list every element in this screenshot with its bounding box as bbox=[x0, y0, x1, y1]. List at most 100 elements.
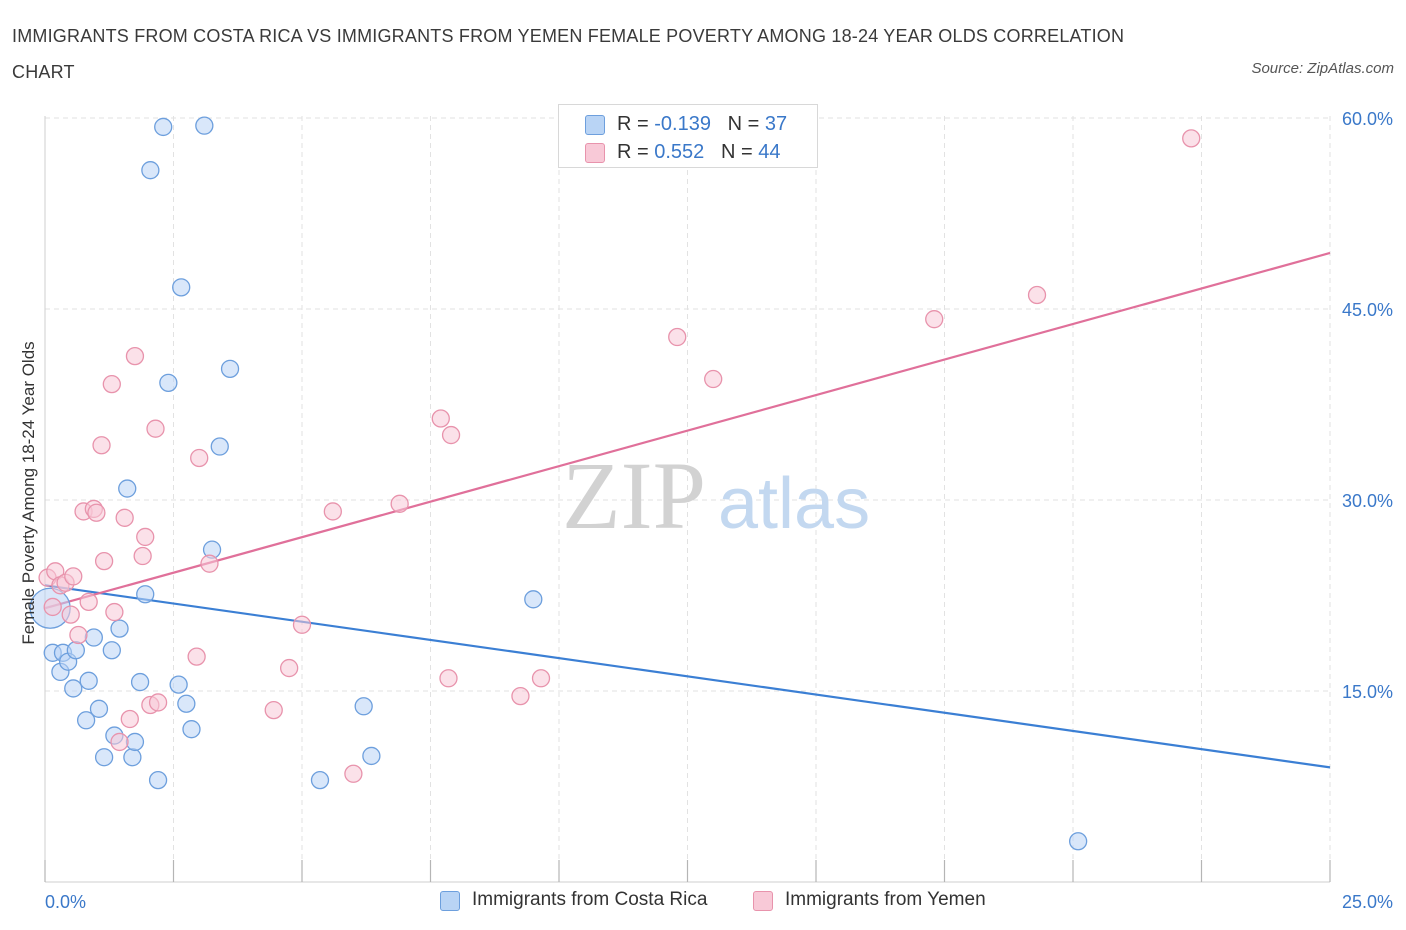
point-yemen bbox=[94, 551, 114, 571]
point-costa-rica bbox=[148, 770, 168, 790]
point-yemen bbox=[64, 567, 83, 586]
point-costa-rica bbox=[136, 585, 155, 604]
legend-r-value: -0.139 bbox=[654, 113, 711, 135]
trend-line-yemen bbox=[44, 251, 1331, 610]
legend-swatch-pink bbox=[753, 891, 773, 911]
point-costa-rica bbox=[182, 720, 201, 739]
y-tick-label: 45.0% bbox=[1342, 300, 1393, 320]
point-costa-rica bbox=[130, 672, 150, 692]
x-tick-label: 0.0% bbox=[45, 892, 86, 912]
series-legend: Immigrants from Costa Rica Immigrants fr… bbox=[0, 888, 1406, 916]
point-yemen bbox=[79, 592, 98, 612]
point-yemen bbox=[431, 409, 450, 428]
watermark-atlas: atlas bbox=[718, 464, 870, 544]
point-yemen bbox=[704, 369, 723, 389]
point-yemen bbox=[1182, 129, 1201, 148]
point-costa-rica bbox=[524, 590, 543, 609]
point-yemen bbox=[390, 494, 409, 513]
point-costa-rica bbox=[141, 161, 160, 180]
chart-title: IMMIGRANTS FROM COSTA RICA VS IMMIGRANTS… bbox=[12, 26, 1125, 82]
y-axis-title: Female Poverty Among 18-24 Year Olds bbox=[19, 341, 38, 644]
point-costa-rica bbox=[64, 679, 83, 698]
point-costa-rica bbox=[195, 116, 214, 135]
point-costa-rica bbox=[210, 437, 229, 456]
point-yemen bbox=[125, 346, 145, 366]
point-yemen bbox=[43, 597, 62, 617]
point-yemen bbox=[120, 709, 139, 729]
point-yemen bbox=[279, 658, 299, 678]
point-yemen bbox=[87, 503, 106, 522]
point-costa-rica bbox=[154, 117, 173, 137]
point-yemen bbox=[531, 669, 551, 688]
point-costa-rica bbox=[220, 359, 240, 378]
point-costa-rica bbox=[76, 711, 96, 730]
legend-label: Immigrants from Costa Rica bbox=[472, 889, 708, 910]
x-tick-label: 25.0% bbox=[1342, 892, 1393, 912]
point-costa-rica bbox=[110, 619, 129, 638]
y-tick-label: 30.0% bbox=[1342, 491, 1393, 511]
legend-r-label: R = bbox=[617, 113, 649, 135]
point-costa-rica bbox=[310, 770, 330, 790]
point-yemen bbox=[190, 448, 209, 468]
watermark-zip: ZIP bbox=[562, 442, 706, 549]
y-tick-label: 60.0% bbox=[1342, 109, 1393, 129]
legend-swatch-pink bbox=[585, 143, 605, 163]
point-yemen bbox=[441, 425, 461, 445]
point-yemen bbox=[323, 502, 342, 521]
legend-r-label: R = bbox=[617, 141, 649, 163]
point-yemen bbox=[133, 546, 152, 566]
point-costa-rica bbox=[89, 699, 109, 718]
point-costa-rica bbox=[169, 675, 188, 694]
point-costa-rica bbox=[362, 746, 381, 766]
trend-lines bbox=[44, 251, 1331, 769]
point-costa-rica bbox=[172, 278, 191, 297]
correlation-legend: R = -0.139 N = 37 R = 0.552 N = 44 bbox=[558, 104, 818, 168]
watermark: ZIP atlas bbox=[562, 442, 870, 549]
y-tick-label: 15.0% bbox=[1342, 682, 1393, 702]
legend-n-label: N = bbox=[727, 113, 760, 135]
point-yemen bbox=[668, 327, 687, 347]
point-yemen bbox=[292, 615, 312, 634]
point-costa-rica bbox=[123, 748, 142, 767]
legend-label: Immigrants from Yemen bbox=[785, 889, 986, 910]
point-yemen bbox=[115, 508, 134, 527]
point-yemen bbox=[61, 605, 80, 624]
point-yemen bbox=[102, 374, 121, 394]
point-costa-rica bbox=[354, 697, 373, 716]
point-yemen bbox=[344, 764, 363, 783]
point-costa-rica bbox=[125, 732, 145, 752]
point-costa-rica bbox=[79, 671, 98, 690]
point-yemen bbox=[925, 310, 944, 329]
point-yemen bbox=[92, 436, 111, 455]
point-yemen bbox=[105, 602, 124, 622]
point-yemen bbox=[187, 647, 206, 666]
point-yemen bbox=[136, 527, 155, 547]
point-costa-rica bbox=[84, 628, 103, 647]
legend-swatch-blue bbox=[585, 115, 605, 135]
legend-r-value: 0.552 bbox=[654, 141, 705, 163]
point-yemen bbox=[110, 732, 129, 752]
point-costa-rica bbox=[159, 373, 178, 393]
point-costa-rica bbox=[1068, 832, 1088, 851]
point-yemen bbox=[69, 625, 88, 645]
trend-line-costa-rica bbox=[44, 584, 1331, 769]
point-costa-rica bbox=[94, 748, 114, 767]
point-costa-rica bbox=[118, 479, 137, 498]
point-yemen bbox=[1027, 285, 1047, 305]
tick-labels: 15.0% 30.0% 45.0% 60.0% 0.0% 25.0% Female Pove… bbox=[19, 109, 1393, 912]
point-yemen bbox=[200, 554, 219, 573]
legend-n-value: 37 bbox=[764, 113, 788, 135]
point-costa-rica bbox=[66, 641, 85, 660]
data-points bbox=[29, 116, 1201, 851]
point-yemen bbox=[511, 686, 530, 706]
point-yemen bbox=[148, 693, 168, 712]
legend-n-label: N = bbox=[720, 141, 753, 163]
point-yemen bbox=[439, 669, 458, 688]
point-costa-rica bbox=[177, 694, 196, 713]
axes bbox=[44, 116, 1331, 883]
point-costa-rica bbox=[102, 641, 121, 660]
source-label: Source: ZipAtlas.com bbox=[1251, 60, 1394, 77]
point-yemen bbox=[146, 419, 165, 438]
point-yemen bbox=[264, 700, 283, 720]
